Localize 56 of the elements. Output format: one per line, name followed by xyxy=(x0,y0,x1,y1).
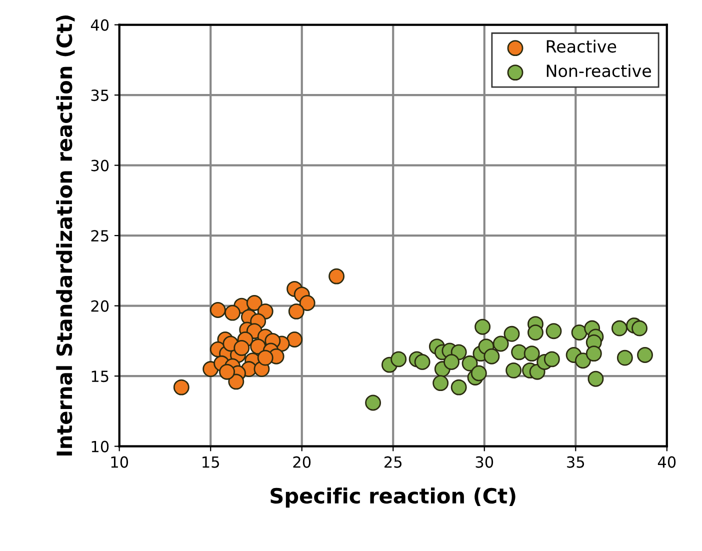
point xyxy=(228,374,244,390)
point xyxy=(328,268,345,284)
x-tick-label: 20 xyxy=(293,456,311,468)
y-tick-label: 35 xyxy=(91,90,108,102)
point xyxy=(588,370,604,387)
point xyxy=(286,332,303,348)
legend-label: Reactive xyxy=(546,40,616,53)
point xyxy=(470,365,487,382)
point xyxy=(546,323,562,340)
x-tick-label: 35 xyxy=(567,456,584,468)
x-tick-label: 30 xyxy=(476,456,494,468)
point xyxy=(492,336,509,352)
y-tick-label: 40 xyxy=(90,19,109,31)
point xyxy=(224,304,240,321)
point xyxy=(616,350,633,366)
x-tick-label: 25 xyxy=(384,456,402,468)
point xyxy=(506,362,522,378)
y-tick-label: 20 xyxy=(91,300,109,312)
point xyxy=(390,351,407,368)
point xyxy=(504,326,520,342)
point xyxy=(288,303,304,320)
x-tick-label: 10 xyxy=(111,456,128,468)
point xyxy=(611,320,628,336)
point xyxy=(474,318,491,335)
y-tick-label: 15 xyxy=(92,370,108,382)
x-tick-label: 15 xyxy=(202,456,219,468)
point xyxy=(586,346,602,362)
point xyxy=(246,295,262,311)
point xyxy=(173,379,190,396)
point xyxy=(511,344,528,360)
point xyxy=(524,346,540,362)
point xyxy=(444,354,460,370)
point xyxy=(544,351,560,368)
point xyxy=(637,347,653,363)
point xyxy=(574,352,591,369)
point xyxy=(632,320,648,336)
point xyxy=(462,355,478,372)
point xyxy=(450,379,467,396)
y-tick-label: 10 xyxy=(92,440,109,452)
point xyxy=(528,324,544,340)
y-tick-label: 30 xyxy=(91,160,109,172)
point xyxy=(299,295,316,311)
legend-label: Non-reactive xyxy=(546,64,652,78)
x-axis-title: Specific reaction (Ct) xyxy=(270,487,516,508)
y-tick-label: 25 xyxy=(91,230,108,242)
point xyxy=(210,302,226,318)
point xyxy=(365,394,382,411)
point xyxy=(571,324,588,340)
x-tick-label: 40 xyxy=(658,456,676,468)
point xyxy=(414,354,430,370)
point xyxy=(234,340,250,356)
y-axis-title: Internal Standardization reaction (Ct) xyxy=(56,16,75,456)
point xyxy=(219,364,236,380)
point xyxy=(257,350,274,366)
point xyxy=(484,348,500,364)
point xyxy=(432,375,449,392)
